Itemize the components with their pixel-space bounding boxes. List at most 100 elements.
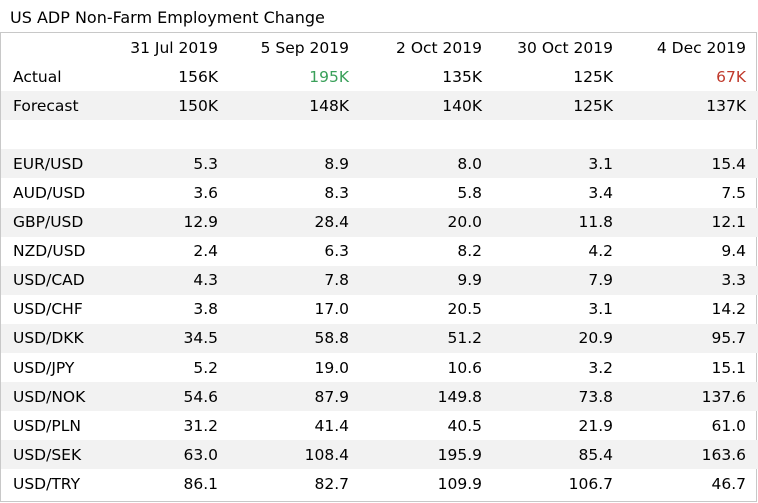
row-label: USD/SEK — [13, 445, 82, 464]
table-cell: 3.1 — [588, 154, 613, 173]
table-title: US ADP Non-Farm Employment Change — [10, 8, 325, 27]
table-cell: 15.4 — [711, 154, 746, 173]
table-cell — [101, 120, 230, 149]
table-cell: 148K — [309, 96, 349, 115]
table-row: USD/DKK 34.5 58.8 51.2 20.9 95.7 — [1, 323, 758, 354]
table-cell: 8.9 — [324, 154, 349, 173]
table-cell: 10.6 — [447, 358, 482, 377]
table-cell: 5.2 — [193, 358, 218, 377]
row-label: Forecast — [13, 96, 79, 115]
row-label — [1, 120, 101, 149]
table-cell: 17.0 — [314, 300, 349, 319]
table-cell: 108.4 — [304, 445, 349, 464]
table-cell — [625, 120, 758, 149]
table-row: Forecast 150K 148K 140K 125K 137K — [1, 91, 758, 121]
table-cell: 109.9 — [437, 474, 482, 493]
data-table-container: 31 Jul 2019 5 Sep 2019 2 Oct 2019 30 Oct… — [0, 32, 758, 502]
table-row — [1, 120, 758, 149]
table-row: USD/PLN 31.2 41.4 40.5 21.9 61.0 — [1, 411, 758, 440]
table-cell: 156K — [178, 67, 218, 86]
table-cell — [361, 120, 494, 149]
table-row: AUD/USD 3.6 8.3 5.8 3.4 7.5 — [1, 178, 758, 207]
table-cell: 85.4 — [578, 445, 613, 464]
table-cell: 3.4 — [588, 184, 613, 203]
table-cell: 20.5 — [447, 300, 482, 319]
table-cell: 95.7 — [711, 329, 746, 348]
table-cell: 150K — [178, 96, 218, 115]
row-label: NZD/USD — [13, 242, 86, 261]
table-cell: 195K — [309, 67, 349, 86]
column-header: 4 Dec 2019 — [656, 38, 746, 57]
column-header: 31 Jul 2019 — [130, 38, 218, 57]
row-label: USD/JPY — [13, 358, 75, 377]
table-cell: 3.3 — [721, 271, 746, 290]
row-label: GBP/USD — [13, 213, 84, 232]
table-cell: 46.7 — [711, 474, 746, 493]
table-cell: 140K — [442, 96, 482, 115]
column-header: 30 Oct 2019 — [517, 38, 613, 57]
column-header: 2 Oct 2019 — [396, 38, 482, 57]
table-cell: 67K — [716, 67, 746, 86]
table-cell: 87.9 — [314, 387, 349, 406]
table-cell: 163.6 — [701, 445, 746, 464]
table-cell: 4.2 — [588, 242, 613, 261]
header-row: 31 Jul 2019 5 Sep 2019 2 Oct 2019 30 Oct… — [1, 33, 758, 62]
table-row: USD/SEK 63.0 108.4 195.9 85.4 163.6 — [1, 440, 758, 470]
table-cell: 54.6 — [183, 387, 218, 406]
table-cell: 6.3 — [324, 242, 349, 261]
table-cell: 8.0 — [457, 154, 482, 173]
table-cell: 20.9 — [578, 329, 613, 348]
table-row: USD/CAD 4.3 7.8 9.9 7.9 3.3 — [1, 265, 758, 295]
table-row: USD/NOK 54.6 87.9 149.8 73.8 137.6 — [1, 382, 758, 412]
row-label: USD/CHF — [13, 300, 83, 319]
row-label: USD/NOK — [13, 387, 86, 406]
table-cell: 4.3 — [193, 271, 218, 290]
table-cell: 5.3 — [193, 154, 218, 173]
table-cell: 106.7 — [568, 474, 613, 493]
table-cell: 7.9 — [588, 271, 613, 290]
table-cell: 125K — [573, 67, 613, 86]
table-row: NZD/USD 2.4 6.3 8.2 4.2 9.4 — [1, 237, 758, 266]
table-cell: 21.9 — [578, 416, 613, 435]
table-cell: 7.8 — [324, 271, 349, 290]
table-row: Actual 156K 195K 135K 125K 67K — [1, 62, 758, 91]
table-cell: 3.8 — [193, 300, 218, 319]
row-label: USD/TRY — [13, 474, 81, 493]
table-body: Actual 156K 195K 135K 125K 67K Forecast 150K 148… — [1, 62, 758, 498]
table-cell: 8.2 — [457, 242, 482, 261]
table-row: USD/CHF 3.8 17.0 20.5 3.1 14.2 — [1, 295, 758, 324]
table-cell: 7.5 — [721, 184, 746, 203]
table-cell: 12.1 — [711, 213, 746, 232]
table-cell: 63.0 — [183, 445, 218, 464]
table-cell: 9.4 — [721, 242, 746, 261]
table-cell: 9.9 — [457, 271, 482, 290]
data-table: 31 Jul 2019 5 Sep 2019 2 Oct 2019 30 Oct… — [1, 33, 758, 499]
table-cell: 41.4 — [314, 416, 349, 435]
table-cell: 40.5 — [447, 416, 482, 435]
table-cell: 125K — [573, 96, 613, 115]
table-cell: 14.2 — [711, 300, 746, 319]
table-cell: 61.0 — [711, 416, 746, 435]
table-cell: 3.1 — [588, 300, 613, 319]
table-row: USD/TRY 86.1 82.7 109.9 106.7 46.7 — [1, 469, 758, 498]
table-cell: 5.8 — [457, 184, 482, 203]
column-header: 5 Sep 2019 — [260, 38, 349, 57]
table-cell — [494, 120, 625, 149]
table-cell: 73.8 — [578, 387, 613, 406]
header-corner — [1, 33, 101, 62]
table-cell: 31.2 — [183, 416, 218, 435]
row-label: USD/DKK — [13, 329, 84, 348]
table-cell — [230, 120, 361, 149]
table-cell: 86.1 — [183, 474, 218, 493]
table-cell: 3.6 — [193, 184, 218, 203]
row-label: Actual — [13, 67, 62, 86]
table-cell: 195.9 — [437, 445, 482, 464]
table-cell: 15.1 — [711, 358, 746, 377]
table-cell: 34.5 — [183, 329, 218, 348]
table-cell: 2.4 — [193, 242, 218, 261]
table-cell: 12.9 — [183, 213, 218, 232]
table-cell: 149.8 — [437, 387, 482, 406]
table-cell: 20.0 — [447, 213, 482, 232]
table-cell: 19.0 — [314, 358, 349, 377]
table-cell: 11.8 — [578, 213, 613, 232]
